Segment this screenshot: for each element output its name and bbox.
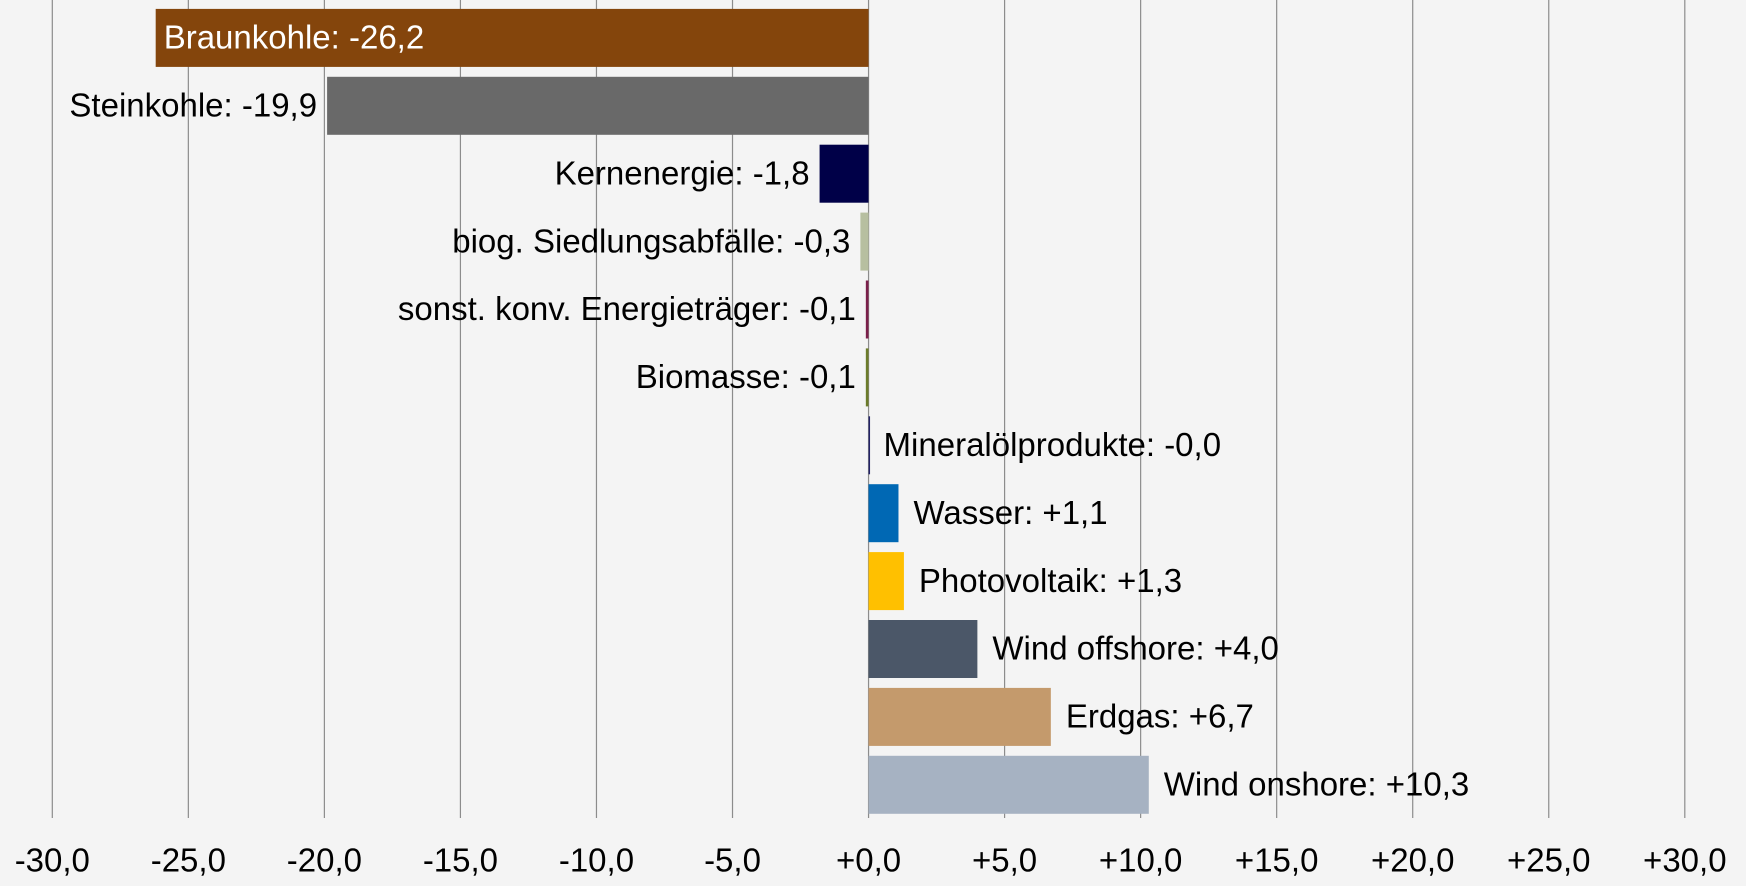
x-tick-label: -15,0 [423,842,498,879]
data-label: biog. Siedlungsabfälle: -0,3 [452,222,850,259]
data-label: sonst. konv. Energieträger: -0,1 [398,290,856,327]
data-label: Wasser: +1,1 [913,494,1107,531]
x-tick-label: -25,0 [151,842,226,879]
data-label: Photovoltaik: +1,3 [919,562,1182,599]
data-label: Wind onshore: +10,3 [1164,766,1469,803]
x-tick-label: -30,0 [15,842,90,879]
data-label: Biomasse: -0,1 [636,358,856,395]
x-tick-label: -5,0 [704,842,761,879]
bar [868,620,978,678]
bar [155,8,869,67]
bar [868,484,899,543]
data-label: Mineralölprodukte: -0,0 [884,426,1222,463]
bar [868,687,1051,746]
data-label: Steinkohle: -19,9 [69,87,317,124]
data-label: Erdgas: +6,7 [1066,698,1254,735]
data-label: Kernenergie: -1,8 [555,154,810,191]
bar [327,76,869,135]
x-tick-label: +25,0 [1507,842,1591,879]
bar [868,416,871,475]
bar [868,755,1149,814]
data-label: Braunkohle: -26,2 [164,19,425,56]
x-tick-label: +5,0 [972,842,1037,879]
bar [865,348,869,407]
x-tick-label: +10,0 [1099,842,1183,879]
bar [819,144,869,203]
x-tick-label: +30,0 [1643,842,1727,879]
x-tick-label: -10,0 [559,842,634,879]
x-tick-label: +20,0 [1371,842,1455,879]
bar [860,212,869,271]
x-tick-label: +15,0 [1235,842,1319,879]
x-tick-label: -20,0 [287,842,362,879]
x-tick-label: +0,0 [836,842,901,879]
bar [868,552,904,611]
data-label: Wind offshore: +4,0 [992,630,1278,667]
bar [865,280,869,339]
